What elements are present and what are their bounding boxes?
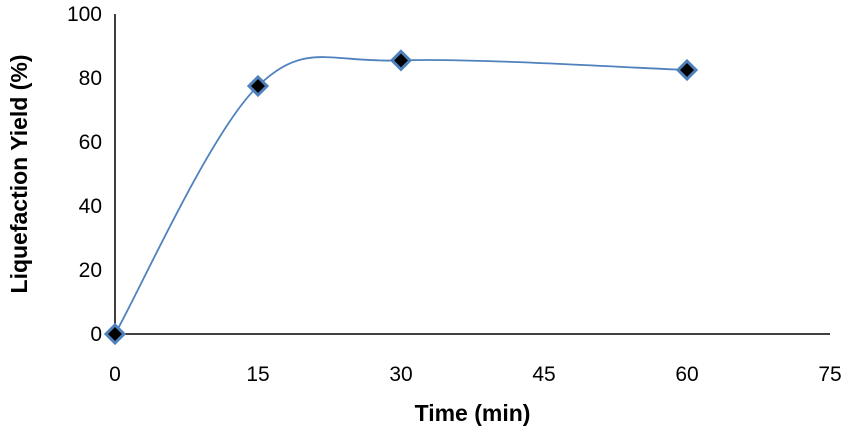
x-tick-label: 75 [818,363,841,386]
x-axis-title: Time (min) [415,400,531,426]
data-point-marker [675,58,699,82]
y-axis-title: Liquefaction Yield (%) [6,55,32,294]
data-point-marker [246,74,270,98]
y-tick-label: 60 [79,131,102,154]
x-tick-label: 45 [532,363,555,386]
y-tick-label: 20 [79,259,102,282]
y-tick-label: 0 [90,323,102,346]
y-tick-labels: 0 20 40 60 80 100 [67,3,102,346]
y-tick-label: 80 [79,67,102,90]
x-tick-label: 15 [246,363,269,386]
series-line [114,56,688,335]
x-tick-label: 30 [389,363,412,386]
x-tick-label: 60 [675,363,698,386]
x-tick-label: 0 [109,363,121,386]
axes [114,14,830,335]
y-tick-label: 100 [67,3,102,26]
y-tick-label: 40 [79,195,102,218]
series-lines [114,56,688,335]
data-point-marker [103,322,127,346]
series-markers [103,49,699,346]
data-point-marker [389,49,413,72]
x-tick-labels: 0 15 30 45 60 75 [109,363,842,386]
